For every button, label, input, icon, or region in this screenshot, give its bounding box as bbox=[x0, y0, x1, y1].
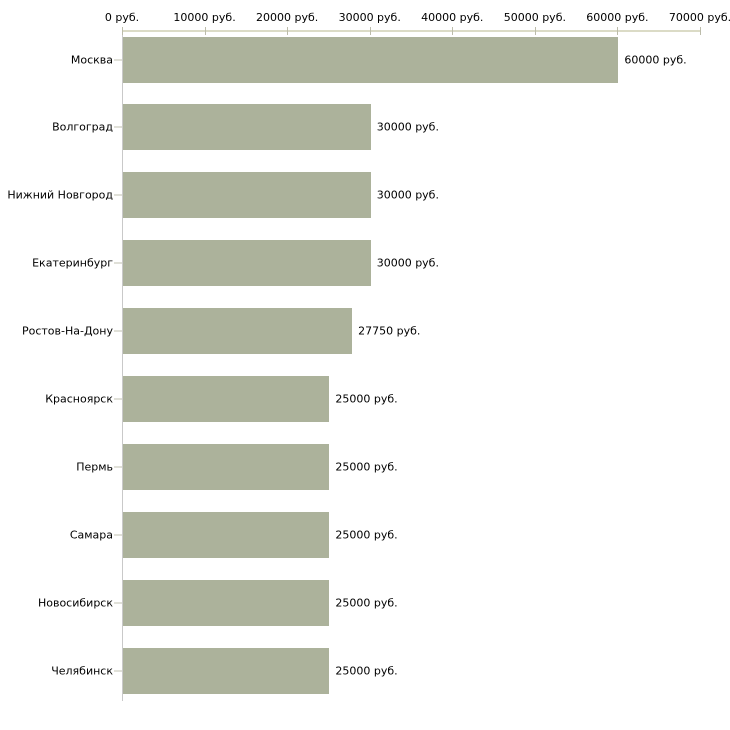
bar-9 bbox=[123, 579, 330, 626]
x-axis-tick-label: 60000 руб. bbox=[586, 11, 649, 24]
x-axis-tick-label: 40000 руб. bbox=[421, 11, 484, 24]
x-axis-tick-label: 20000 руб. bbox=[256, 11, 319, 24]
category-tick-mark bbox=[114, 466, 122, 468]
value-label: 25000 руб. bbox=[335, 596, 398, 610]
bar-2 bbox=[123, 104, 371, 151]
category-label: Волгоград bbox=[52, 120, 113, 134]
x-axis-tick-label: 0 руб. bbox=[104, 11, 140, 24]
value-label: 27750 руб. bbox=[358, 324, 421, 338]
category-label: Самара bbox=[69, 528, 113, 542]
category-tick-mark bbox=[114, 670, 122, 672]
category-tick-mark bbox=[114, 602, 122, 604]
x-axis-tick-label: 30000 руб. bbox=[338, 11, 401, 24]
category-label: Ростов-На-Дону bbox=[21, 324, 113, 338]
category-tick-mark bbox=[114, 126, 122, 128]
value-label: 25000 руб. bbox=[335, 460, 398, 474]
category-label: Челябинск bbox=[51, 664, 113, 678]
category-label: Красноярск bbox=[45, 392, 113, 406]
value-label: 60000 руб. bbox=[624, 53, 687, 66]
bar-8 bbox=[123, 511, 330, 558]
category-tick-mark bbox=[114, 398, 122, 400]
category-tick-mark bbox=[114, 534, 122, 536]
bar-7 bbox=[123, 443, 330, 490]
bar-4 bbox=[123, 240, 371, 287]
category-label: Новосибирск bbox=[37, 596, 113, 610]
value-label: 30000 руб. bbox=[376, 120, 439, 134]
category-tick-mark bbox=[114, 59, 122, 60]
x-axis-tick-mark bbox=[369, 27, 371, 35]
value-label: 25000 руб. bbox=[335, 392, 398, 406]
x-axis-tick-label: 70000 руб. bbox=[668, 11, 730, 24]
x-axis-tick-mark bbox=[204, 27, 206, 35]
bar-10 bbox=[123, 647, 330, 694]
category-label: Нижний Новгород bbox=[7, 188, 113, 202]
x-axis-tick-mark bbox=[122, 27, 123, 35]
category-tick-mark bbox=[114, 262, 122, 264]
bar-6 bbox=[123, 376, 330, 422]
bar-3 bbox=[123, 172, 371, 219]
bar-5 bbox=[123, 308, 353, 355]
category-label: Москва bbox=[70, 53, 113, 66]
category-label: Пермь bbox=[76, 460, 113, 474]
y-axis-line bbox=[122, 31, 123, 701]
x-axis-tick-label: 10000 руб. bbox=[173, 11, 236, 24]
value-label: 25000 руб. bbox=[335, 528, 398, 542]
x-axis-line bbox=[122, 30, 701, 32]
x-axis-tick-mark bbox=[287, 27, 289, 35]
value-label: 25000 руб. bbox=[335, 664, 398, 678]
x-axis-tick-label: 50000 руб. bbox=[503, 11, 566, 24]
category-tick-mark bbox=[114, 330, 122, 332]
x-axis-tick-mark bbox=[617, 27, 619, 35]
x-axis-tick-mark bbox=[534, 27, 536, 35]
value-label: 30000 руб. bbox=[376, 256, 439, 270]
x-axis-tick-mark bbox=[700, 27, 701, 35]
value-label: 30000 руб. bbox=[376, 188, 439, 202]
category-tick-mark bbox=[114, 194, 122, 196]
x-axis-tick-mark bbox=[452, 27, 454, 35]
category-label: Екатеринбург bbox=[32, 256, 113, 270]
bar-1 bbox=[123, 36, 619, 83]
